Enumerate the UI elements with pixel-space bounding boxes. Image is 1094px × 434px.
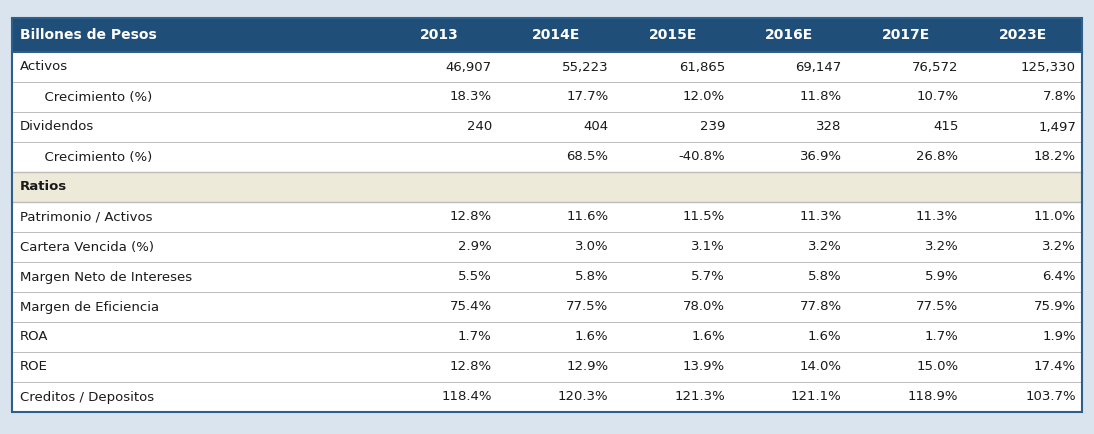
Text: 1,497: 1,497 [1038,121,1076,134]
Text: 1.7%: 1.7% [458,331,492,343]
Text: 2013: 2013 [420,28,458,42]
Text: 18.3%: 18.3% [450,91,492,103]
Text: 1.7%: 1.7% [924,331,958,343]
Text: 77.8%: 77.8% [800,300,841,313]
Bar [12,142,1082,172]
Text: 2017E: 2017E [882,28,930,42]
Bar [12,262,1082,292]
Bar [12,172,1082,202]
Text: Cartera Vencida (%): Cartera Vencida (%) [20,240,154,253]
Text: 10.7%: 10.7% [916,91,958,103]
Text: 11.0%: 11.0% [1034,210,1076,224]
Text: 1.6%: 1.6% [574,331,608,343]
Text: 17.7%: 17.7% [567,91,608,103]
Text: 2015E: 2015E [649,28,697,42]
Text: 121.3%: 121.3% [674,391,725,404]
Text: 77.5%: 77.5% [567,300,608,313]
Text: 12.8%: 12.8% [450,210,492,224]
Text: 2014E: 2014E [532,28,580,42]
Text: 75.4%: 75.4% [450,300,492,313]
Bar [12,292,1082,322]
Text: 5.7%: 5.7% [691,270,725,283]
Text: Margen de Eficiencia: Margen de Eficiencia [20,300,159,313]
Text: 36.9%: 36.9% [800,151,841,164]
Text: 13.9%: 13.9% [683,361,725,374]
Text: 68.5%: 68.5% [567,151,608,164]
Text: 3.2%: 3.2% [808,240,841,253]
Text: 2.9%: 2.9% [458,240,492,253]
Text: 15.0%: 15.0% [916,361,958,374]
Bar [12,82,1082,112]
Text: 14.0%: 14.0% [800,361,841,374]
Text: 125,330: 125,330 [1021,60,1076,73]
Text: 55,223: 55,223 [562,60,608,73]
Text: -40.8%: -40.8% [678,151,725,164]
Text: 61,865: 61,865 [678,60,725,73]
Bar [12,232,1082,262]
Text: 103.7%: 103.7% [1025,391,1076,404]
Bar [12,52,1082,82]
Text: Patrimonio / Activos: Patrimonio / Activos [20,210,152,224]
Bar [12,202,1082,232]
Text: 118.4%: 118.4% [441,391,492,404]
Text: 5.8%: 5.8% [808,270,841,283]
Text: 3.0%: 3.0% [574,240,608,253]
Text: 1.6%: 1.6% [808,331,841,343]
Text: Billones de Pesos: Billones de Pesos [20,28,156,42]
Text: Ratios: Ratios [20,181,67,194]
Text: 5.5%: 5.5% [458,270,492,283]
Text: 12.8%: 12.8% [450,361,492,374]
Text: 11.5%: 11.5% [683,210,725,224]
Text: 12.9%: 12.9% [567,361,608,374]
Text: 46,907: 46,907 [445,60,492,73]
Text: 26.8%: 26.8% [917,151,958,164]
Text: 5.8%: 5.8% [574,270,608,283]
Text: 77.5%: 77.5% [916,300,958,313]
Text: ROA: ROA [20,331,48,343]
Text: 240: 240 [466,121,492,134]
Text: 11.6%: 11.6% [567,210,608,224]
Text: 328: 328 [816,121,841,134]
Text: 75.9%: 75.9% [1034,300,1076,313]
Text: 11.3%: 11.3% [800,210,841,224]
Bar [12,382,1082,412]
Text: ROE: ROE [20,361,48,374]
Bar [12,352,1082,382]
Text: 3.2%: 3.2% [924,240,958,253]
Text: 5.9%: 5.9% [924,270,958,283]
Text: 404: 404 [583,121,608,134]
Text: 12.0%: 12.0% [683,91,725,103]
Text: 1.9%: 1.9% [1043,331,1076,343]
Text: 78.0%: 78.0% [683,300,725,313]
Text: 118.9%: 118.9% [908,391,958,404]
Text: 6.4%: 6.4% [1043,270,1076,283]
Text: 7.8%: 7.8% [1043,91,1076,103]
Text: 3.1%: 3.1% [691,240,725,253]
Bar [12,322,1082,352]
Text: 2023E: 2023E [999,28,1047,42]
Text: 121.1%: 121.1% [791,391,841,404]
Bar [12,112,1082,142]
Text: Dividendos: Dividendos [20,121,94,134]
Text: Margen Neto de Intereses: Margen Neto de Intereses [20,270,193,283]
Text: Crecimiento (%): Crecimiento (%) [36,91,152,103]
Text: 11.3%: 11.3% [916,210,958,224]
Text: 120.3%: 120.3% [558,391,608,404]
Text: 17.4%: 17.4% [1034,361,1076,374]
Text: Crecimiento (%): Crecimiento (%) [36,151,152,164]
Text: 18.2%: 18.2% [1034,151,1076,164]
Text: 1.6%: 1.6% [691,331,725,343]
Text: 69,147: 69,147 [795,60,841,73]
Text: 415: 415 [933,121,958,134]
Bar [12,18,1082,52]
Text: Creditos / Depositos: Creditos / Depositos [20,391,154,404]
Text: 11.8%: 11.8% [800,91,841,103]
Text: 2016E: 2016E [765,28,814,42]
Text: Activos: Activos [20,60,68,73]
Text: 239: 239 [700,121,725,134]
Text: 3.2%: 3.2% [1043,240,1076,253]
Text: 76,572: 76,572 [911,60,958,73]
